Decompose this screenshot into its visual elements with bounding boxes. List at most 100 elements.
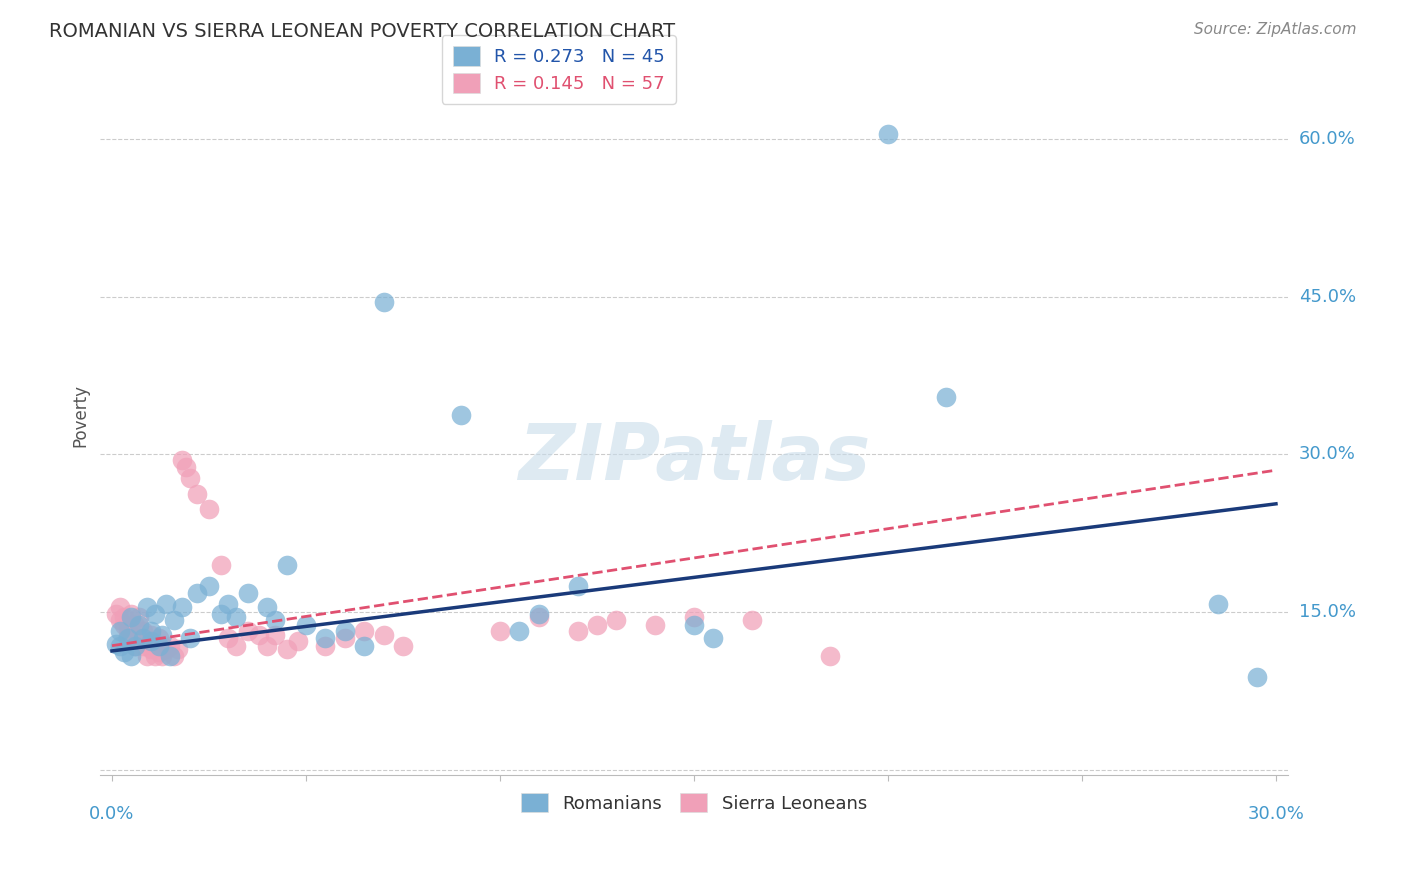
Text: 15.0%: 15.0% [1299,603,1355,621]
Text: 30.0%: 30.0% [1299,445,1355,464]
Point [450,408,472,422]
Point [112,617,135,632]
Legend: Romanians, Sierra Leoneans: Romanians, Sierra Leoneans [513,786,875,820]
Point [186,586,208,600]
Point [333,624,356,638]
Point [112,610,135,624]
Point [217,597,239,611]
Point [139,634,162,648]
Point [527,610,550,624]
Point [163,649,186,664]
Point [295,617,318,632]
Point [139,641,162,656]
Point [644,617,666,632]
Point [148,632,170,646]
Point [314,632,336,646]
Point [287,634,309,648]
Point [702,632,724,646]
Point [209,607,232,622]
Point [198,579,221,593]
Text: 30.0%: 30.0% [1247,805,1305,823]
Point [256,599,278,614]
Point [128,610,150,624]
Point [683,610,706,624]
Point [139,624,162,638]
Point [104,607,127,622]
Point [148,645,170,659]
Point [489,624,512,638]
Text: 45.0%: 45.0% [1299,288,1355,306]
Text: 60.0%: 60.0% [1299,130,1355,148]
Point [256,639,278,653]
Point [170,452,193,467]
Point [135,649,157,664]
Point [276,558,298,572]
Point [152,628,174,642]
Point [567,579,589,593]
Point [236,586,259,600]
Point [877,127,900,141]
Point [567,624,589,638]
Text: 0.0%: 0.0% [90,805,135,823]
Point [135,634,157,648]
Point [167,641,190,656]
Point [143,649,166,664]
Point [155,641,177,656]
Point [148,639,170,653]
Point [152,639,174,653]
Point [120,610,142,624]
Point [225,610,247,624]
Point [143,639,166,653]
Point [117,621,139,635]
Text: ROMANIAN VS SIERRA LEONEAN POVERTY CORRELATION CHART: ROMANIAN VS SIERRA LEONEAN POVERTY CORRE… [49,22,675,41]
Point [112,645,135,659]
Text: ZIPatlas: ZIPatlas [517,420,870,496]
Point [353,639,375,653]
Point [117,628,139,642]
Point [132,632,155,646]
Point [276,641,298,656]
Point [249,628,271,642]
Point [124,639,146,653]
Point [264,614,287,628]
Point [225,639,247,653]
Point [314,639,336,653]
Point [209,558,232,572]
Point [605,614,627,628]
Point [508,624,530,638]
Point [135,599,157,614]
Point [152,649,174,664]
Point [1206,597,1229,611]
Point [128,632,150,646]
Point [186,487,208,501]
Y-axis label: Poverty: Poverty [72,384,89,447]
Point [264,628,287,642]
Point [120,628,142,642]
Point [935,390,957,404]
Point [741,614,763,628]
Point [108,624,131,638]
Point [683,617,706,632]
Point [333,632,356,646]
Point [179,632,201,646]
Point [120,649,142,664]
Point [198,502,221,516]
Point [353,624,375,638]
Point [818,649,841,664]
Point [132,624,155,638]
Point [586,617,609,632]
Point [120,607,142,622]
Point [1246,670,1268,684]
Point [128,617,150,632]
Point [132,639,155,653]
Point [174,460,197,475]
Point [108,614,131,628]
Point [527,607,550,622]
Point [163,614,186,628]
Point [139,628,162,642]
Point [104,636,127,650]
Point [143,607,166,622]
Point [108,599,131,614]
Point [179,470,201,484]
Point [124,617,146,632]
